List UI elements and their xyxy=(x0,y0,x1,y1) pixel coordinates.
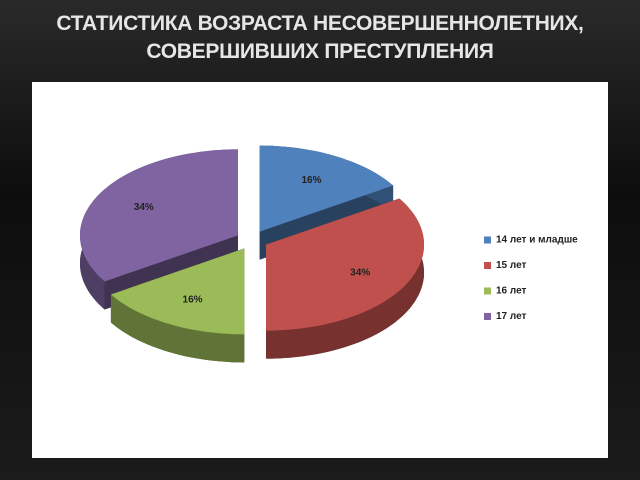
pie-slice xyxy=(266,198,424,359)
slice-top xyxy=(266,198,424,331)
legend-label: 16 лет xyxy=(496,286,527,297)
legend-swatch xyxy=(484,287,491,295)
slice-top xyxy=(80,149,238,282)
slice-side xyxy=(110,294,245,363)
data-label: 16% xyxy=(301,175,321,186)
data-label: 34% xyxy=(350,267,370,278)
legend-label: 14 лет и младше xyxy=(496,235,578,246)
legend-swatch xyxy=(484,313,491,320)
legend-swatch xyxy=(484,236,491,244)
data-label: 34% xyxy=(134,202,154,213)
slide-title: СТАТИСТИКА ВОЗРАСТА НЕСОВЕРШЕННОЛЕТНИХ, … xyxy=(56,12,584,63)
legend-swatch xyxy=(484,262,491,269)
legend-label: 17 лет xyxy=(496,311,527,322)
pie-slice xyxy=(110,248,245,363)
slice-side xyxy=(266,198,424,359)
slice-top xyxy=(110,248,245,335)
legend-label: 15 лет xyxy=(496,260,527,271)
data-label: 16% xyxy=(183,294,203,305)
slice-top xyxy=(259,145,394,232)
